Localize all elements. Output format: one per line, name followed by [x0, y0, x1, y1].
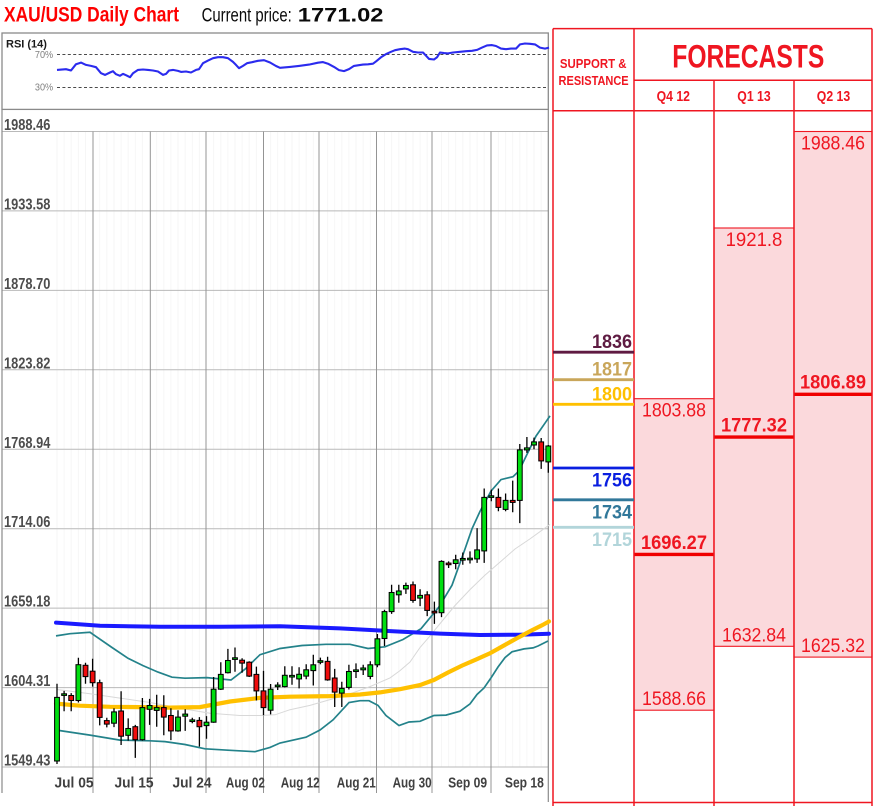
svg-text:30%: 30% [35, 82, 53, 94]
svg-text:1756: 1756 [592, 471, 632, 492]
svg-text:1549.43: 1549.43 [4, 753, 50, 770]
svg-text:1988.46: 1988.46 [801, 134, 865, 155]
svg-text:1625.32: 1625.32 [801, 636, 865, 657]
svg-text:1771.02: 1771.02 [298, 5, 384, 27]
svg-text:Q2 13: Q2 13 [817, 89, 850, 105]
svg-text:XAU/USD Daily Chart: XAU/USD Daily Chart [4, 3, 179, 27]
svg-text:1696.27: 1696.27 [641, 533, 707, 554]
svg-text:1988.46: 1988.46 [4, 117, 50, 134]
svg-text:FORECASTS: FORECASTS [672, 39, 824, 75]
svg-text:Q4 12: Q4 12 [657, 89, 690, 105]
svg-text:1921.8: 1921.8 [726, 230, 783, 251]
svg-text:1714.06: 1714.06 [4, 514, 50, 531]
svg-text:Current price:: Current price: [202, 5, 292, 27]
svg-text:1817: 1817 [592, 360, 632, 381]
svg-text:1800: 1800 [592, 384, 632, 405]
svg-text:Sep 09: Sep 09 [448, 776, 487, 792]
svg-text:Q1 13: Q1 13 [737, 89, 770, 105]
svg-text:RSI (14): RSI (14) [6, 38, 47, 50]
svg-text:1768.94: 1768.94 [4, 435, 51, 452]
svg-text:1806.89: 1806.89 [800, 373, 866, 394]
svg-text:1836: 1836 [592, 332, 632, 353]
svg-text:SUPPORT &: SUPPORT & [560, 56, 627, 71]
svg-text:1659.18: 1659.18 [4, 594, 51, 611]
svg-text:1823.82: 1823.82 [4, 355, 50, 372]
svg-text:Aug 12: Aug 12 [281, 776, 320, 792]
svg-text:1604.31: 1604.31 [4, 673, 51, 690]
svg-text:1715: 1715 [592, 530, 632, 551]
svg-text:Aug 30: Aug 30 [393, 776, 432, 792]
svg-text:1933.58: 1933.58 [4, 196, 51, 213]
svg-text:1588.66: 1588.66 [642, 689, 706, 710]
svg-text:RESISTANCE: RESISTANCE [559, 73, 629, 88]
svg-text:Jul 24: Jul 24 [173, 776, 213, 792]
svg-text:70%: 70% [35, 49, 53, 61]
svg-text:1632.84: 1632.84 [722, 625, 786, 646]
svg-text:Jul 15: Jul 15 [115, 776, 154, 792]
svg-text:Jul 05: Jul 05 [55, 776, 94, 792]
svg-text:Sep 18: Sep 18 [505, 776, 544, 792]
svg-text:1803.88: 1803.88 [642, 401, 706, 422]
svg-text:Aug 02: Aug 02 [226, 776, 265, 792]
svg-text:1777.32: 1777.32 [721, 416, 787, 437]
svg-text:1878.70: 1878.70 [4, 276, 50, 293]
svg-text:Aug 21: Aug 21 [337, 776, 376, 792]
svg-text:1734: 1734 [592, 502, 632, 523]
